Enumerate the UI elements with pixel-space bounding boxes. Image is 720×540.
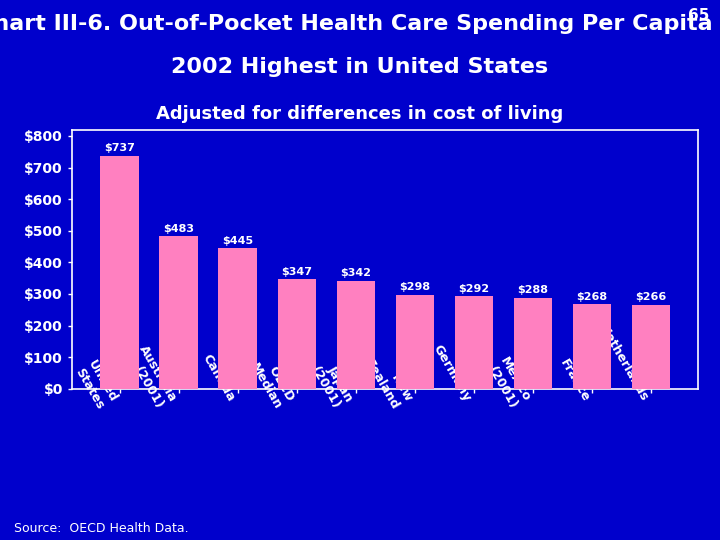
Text: $288: $288 <box>517 285 548 295</box>
Text: 65: 65 <box>688 8 709 23</box>
Bar <box>395 295 434 389</box>
Bar <box>454 296 493 389</box>
Text: $298: $298 <box>399 282 431 292</box>
Text: $266: $266 <box>635 292 667 302</box>
Text: $268: $268 <box>576 292 607 301</box>
Text: Source:  OECD Health Data.: Source: OECD Health Data. <box>14 522 189 535</box>
Text: $292: $292 <box>458 284 490 294</box>
Text: $483: $483 <box>163 224 194 234</box>
Text: $445: $445 <box>222 235 253 246</box>
Text: $347: $347 <box>282 267 312 276</box>
Bar <box>336 281 375 389</box>
Text: Chart III-6. Out-of-Pocket Health Care Spending Per Capita in: Chart III-6. Out-of-Pocket Health Care S… <box>0 14 720 33</box>
Text: Adjusted for differences in cost of living: Adjusted for differences in cost of livi… <box>156 105 564 123</box>
Text: 2002 Highest in United States: 2002 Highest in United States <box>171 57 549 77</box>
Bar <box>513 298 552 389</box>
Text: $737: $737 <box>104 143 135 153</box>
Bar <box>218 248 257 389</box>
Text: $342: $342 <box>340 268 372 278</box>
Bar <box>572 304 611 389</box>
Bar <box>160 236 198 389</box>
Bar <box>101 156 139 389</box>
Bar <box>631 305 670 389</box>
Bar <box>277 279 316 389</box>
